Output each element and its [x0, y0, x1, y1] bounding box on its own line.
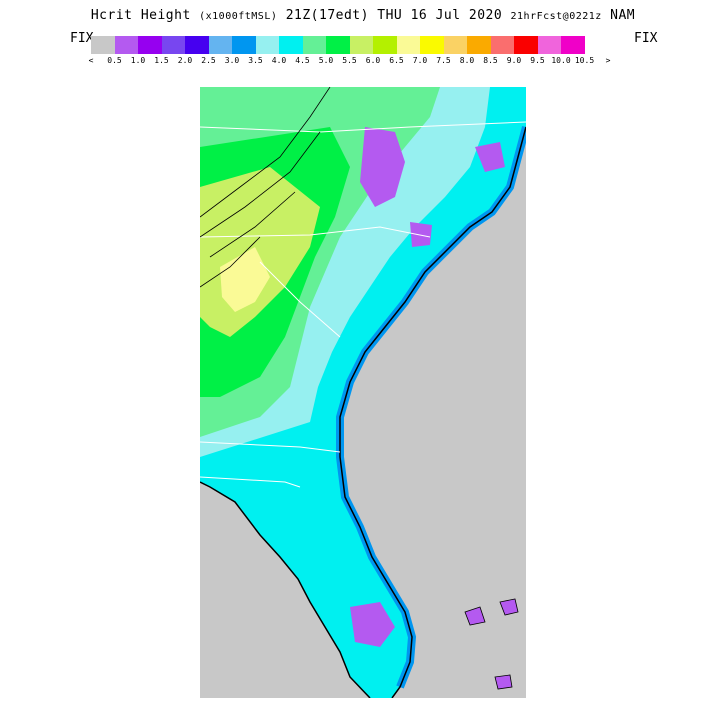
contour-lines — [200, 87, 331, 288]
legend-swatch — [490, 36, 514, 54]
legend-tick-label: 4.5 — [295, 56, 310, 65]
title-units: (x1000ftMSL) — [199, 11, 278, 22]
legend-swatch — [114, 36, 138, 54]
forecast-map — [200, 87, 526, 698]
legend-tick-label: 7.5 — [436, 56, 451, 65]
title-time: 21Z(17edt) THU 16 Jul 2020 — [285, 8, 503, 23]
legend-tick-label: 10.0 — [551, 56, 571, 65]
legend-swatch — [537, 36, 561, 54]
legend-tick-label: < — [88, 56, 94, 65]
legend-tick-label: 0.5 — [107, 56, 122, 65]
purple-spot-4 — [350, 602, 395, 647]
bahamas-islands — [464, 598, 519, 690]
legend-tick-label: 1.5 — [154, 56, 169, 65]
legend-swatch — [396, 36, 420, 54]
legend-tick-label: 5.5 — [342, 56, 357, 65]
state-border-4 — [200, 441, 341, 453]
legend-tick-label: 8.0 — [459, 56, 475, 65]
purple-spot-1 — [360, 127, 405, 207]
purple-spot-3 — [410, 222, 432, 247]
legend-swatch — [255, 36, 279, 54]
legend-swatch — [349, 36, 373, 54]
legend-swatch — [467, 36, 491, 54]
legend-tick-label: 6.0 — [365, 56, 381, 65]
coastline — [339, 126, 526, 698]
state-border-2 — [200, 226, 431, 238]
legend-swatch — [138, 36, 162, 54]
legend-tick-label: 2.0 — [177, 56, 193, 65]
legend-swatch — [91, 36, 115, 54]
legend-swatch — [443, 36, 467, 54]
legend-swatch — [373, 36, 397, 54]
legend-tick-label: 10.5 — [574, 56, 595, 65]
legend-tick-label: 3.0 — [224, 56, 240, 65]
state-border-3 — [259, 261, 341, 338]
legend-swatch — [161, 36, 185, 54]
fix-right-label: FIX — [634, 31, 658, 46]
purple-spot-2 — [475, 142, 505, 172]
title-main: Hcrit Height — [90, 8, 191, 23]
color-legend — [91, 36, 585, 54]
legend-tick-label: 4.0 — [271, 56, 287, 65]
state-border-5 — [200, 476, 301, 488]
fix-left-label: FIX — [70, 31, 94, 46]
legend-tick-label: 9.5 — [530, 56, 545, 65]
legend-tick-label: 3.5 — [248, 56, 263, 65]
legend-swatch — [420, 36, 444, 54]
legend-tick-label: 5.0 — [318, 56, 334, 65]
title-model: NAM — [610, 8, 636, 23]
state-border-1 — [200, 121, 526, 133]
title-forecast: 21hrFcst@0221z — [510, 11, 602, 22]
map-title: Hcrit Height (x1000ftMSL) 21Z(17edt) THU… — [0, 8, 726, 23]
legend-swatch — [185, 36, 209, 54]
legend-swatch — [279, 36, 303, 54]
legend-tick-label: 9.0 — [506, 56, 522, 65]
legend-tick-label: 2.5 — [201, 56, 216, 65]
legend-tick-label: 6.5 — [389, 56, 404, 65]
legend-tick-label: 7.0 — [412, 56, 428, 65]
legend-swatch — [302, 36, 326, 54]
legend-swatch — [514, 36, 538, 54]
legend-tick-label: 8.5 — [483, 56, 498, 65]
legend-swatch — [326, 36, 350, 54]
legend-swatch — [561, 36, 585, 54]
gulf-coastline — [200, 481, 371, 698]
yellow-zone — [220, 247, 270, 312]
legend-tick-label: > — [605, 56, 611, 65]
legend-tick-label: 1.0 — [130, 56, 146, 65]
legend-swatch — [208, 36, 232, 54]
legend-swatch — [232, 36, 256, 54]
legend-ticks: <0.5 1.0 1.5 2.0 2.5 3.0 3.5 4.0 4.5 5.0 5.5 6.0 6.5… — [80, 56, 650, 68]
